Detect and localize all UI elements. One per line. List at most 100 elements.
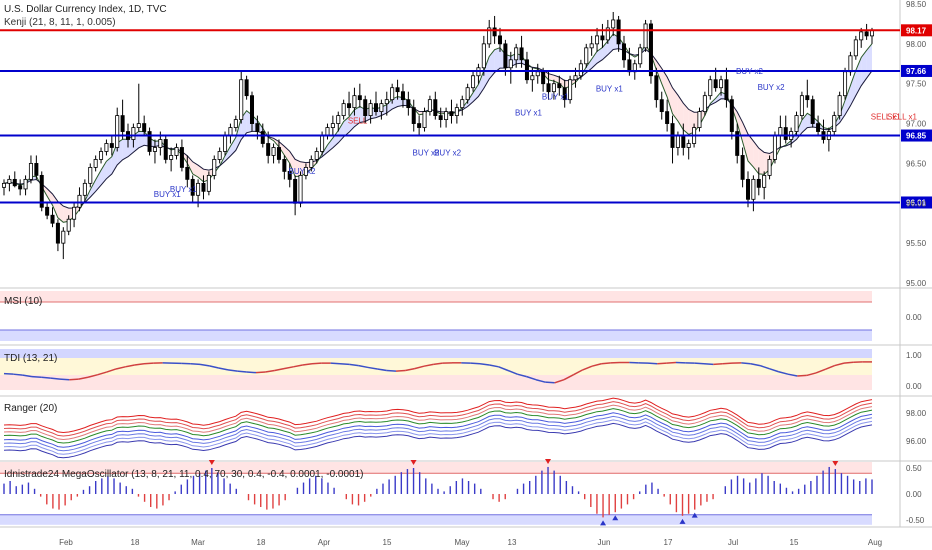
tdi-line-segment xyxy=(190,362,201,366)
candle-body xyxy=(735,131,740,156)
tdi-line-segment xyxy=(563,374,574,381)
band-fill-segment xyxy=(338,121,344,143)
candle-body xyxy=(72,206,77,220)
candle-body xyxy=(174,147,179,156)
tdi-line-segment xyxy=(433,362,443,366)
level-label: 97.66 xyxy=(906,67,927,76)
buy-signal-label: BUY x2 xyxy=(758,83,786,92)
tdi-line-segment xyxy=(330,362,341,365)
tdi-mid-band xyxy=(0,358,872,375)
band-fill-segment xyxy=(295,159,301,177)
tdi-line-segment xyxy=(265,369,275,373)
time-tick-label: 17 xyxy=(664,538,673,547)
candle-body xyxy=(724,79,729,101)
candle-body xyxy=(260,131,265,144)
candlestick-series xyxy=(1,11,875,260)
level-badge xyxy=(901,196,932,209)
candle-body xyxy=(557,83,562,89)
price-axis: 98.50 98.00 97.50 97.00 96.50 96.00 95.50 95.00 xyxy=(906,0,927,288)
buy-signal-label: BUY x1 xyxy=(154,190,182,199)
buy-signal-label: BUY x1 xyxy=(542,93,570,102)
grid-lines xyxy=(0,0,932,528)
candle-body xyxy=(309,159,314,168)
band-fill-segment xyxy=(672,87,678,122)
candle-body xyxy=(223,135,228,152)
time-tick-label: Apr xyxy=(318,538,331,547)
candle-body xyxy=(325,127,330,136)
msi-lower-band xyxy=(0,330,872,341)
tdi-lower-band xyxy=(0,375,872,390)
tdi-title: TDI (13, 21) xyxy=(4,353,58,364)
candle-body xyxy=(330,123,335,128)
candle-body xyxy=(503,43,508,69)
candle-body xyxy=(568,79,573,101)
candle-body xyxy=(708,79,713,97)
time-tick-label: 13 xyxy=(508,538,517,547)
band-fill-segment xyxy=(101,161,107,186)
candle-body xyxy=(363,99,368,116)
tdi-line-segment xyxy=(302,362,313,366)
band-fill-segment xyxy=(122,139,128,160)
candle-body xyxy=(55,222,60,244)
mega-tick-label: -0.50 xyxy=(906,516,925,525)
candle-body xyxy=(217,151,222,160)
tdi-upper-band xyxy=(0,349,872,358)
candle-body xyxy=(444,111,449,120)
candle-body xyxy=(864,31,869,37)
level-label: 96.85 xyxy=(906,132,927,141)
candle-body xyxy=(282,159,287,172)
tdi-line-segment xyxy=(741,362,751,365)
tdi-line-segment xyxy=(657,362,667,365)
candle-body xyxy=(142,123,147,132)
time-tick-label: 15 xyxy=(790,538,799,547)
ranger-band-line xyxy=(3,419,873,455)
candle-body xyxy=(433,99,438,116)
candle-body xyxy=(535,71,540,77)
candle-body xyxy=(508,59,513,69)
band-fill-segment xyxy=(737,111,743,142)
candle-body xyxy=(293,178,298,204)
buy-marker-triangle xyxy=(679,518,686,524)
band-fill-segment xyxy=(758,148,765,175)
candle-body xyxy=(314,151,319,160)
candle-body xyxy=(665,111,670,124)
tdi-tick-label: 0.00 xyxy=(906,382,922,391)
tdi-line-segment xyxy=(349,363,359,367)
tdi-line-segment xyxy=(50,377,61,380)
band-fill-segment xyxy=(63,206,69,223)
band-fill-segment xyxy=(753,141,759,174)
tdi-line-segment xyxy=(797,374,807,377)
tdi-line-segment xyxy=(255,371,266,374)
candle-body xyxy=(50,214,55,224)
band-fill-segment xyxy=(677,95,684,130)
tdi-line-segment xyxy=(498,366,509,372)
buy-marker-triangle xyxy=(691,512,698,518)
buy-signal-label: BUY x2 xyxy=(736,67,764,76)
level-label: 98.17 xyxy=(906,26,927,35)
tdi-line-segment xyxy=(507,369,518,375)
buy-signal-label: BUY x2 xyxy=(434,148,462,157)
tdi-line-segment xyxy=(41,376,51,379)
ranger-band-line xyxy=(3,404,873,441)
candle-body xyxy=(93,159,98,168)
candle-body xyxy=(600,35,605,41)
candle-body xyxy=(158,139,163,148)
candle-body xyxy=(778,127,783,136)
band-fill-segment xyxy=(343,116,350,137)
tdi-line-segment xyxy=(759,364,770,370)
tdi-line-segment xyxy=(526,375,537,381)
candle-body xyxy=(201,182,206,192)
candle-body xyxy=(276,147,281,160)
tdi-line-segment xyxy=(227,369,238,372)
candle-body xyxy=(417,123,422,128)
candle-body xyxy=(611,19,616,29)
candle-body xyxy=(643,23,648,49)
candle-body xyxy=(239,79,244,120)
candle-body xyxy=(190,178,195,196)
candle-body xyxy=(422,111,427,128)
candle-body xyxy=(719,79,724,89)
candle-body xyxy=(541,71,546,85)
tdi-line-segment xyxy=(489,364,499,368)
band-fill-segment xyxy=(111,143,118,174)
candle-body xyxy=(783,127,788,140)
